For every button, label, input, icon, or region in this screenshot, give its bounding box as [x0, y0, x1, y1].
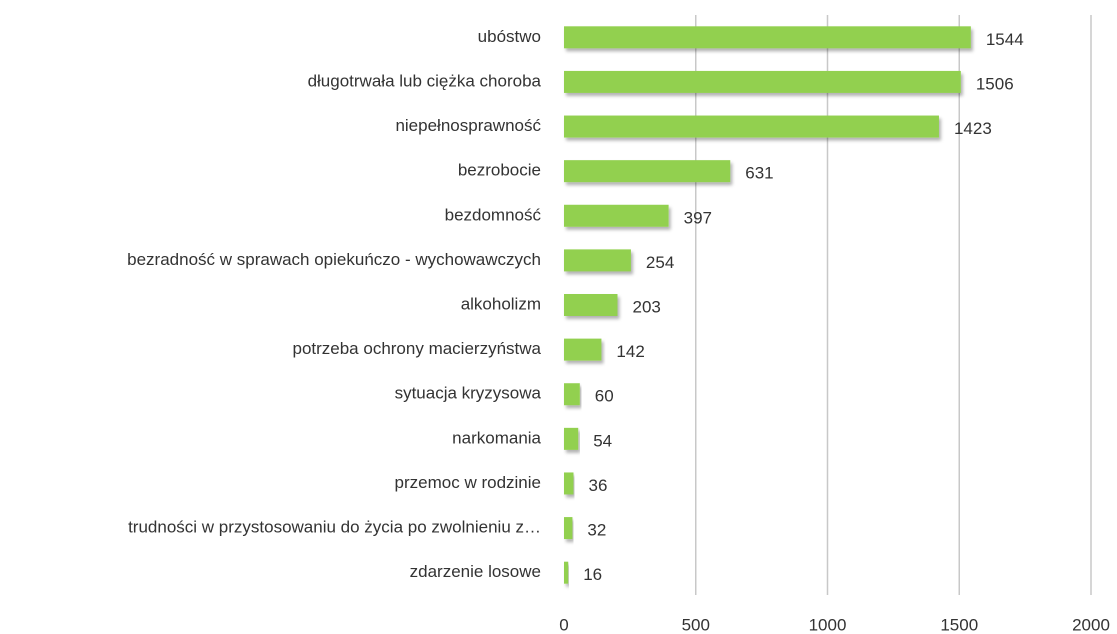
bar	[564, 472, 574, 495]
data-label: 32	[587, 521, 606, 540]
y-tick-label: ubóstwo	[478, 27, 541, 46]
x-tick-label: 1500	[940, 615, 978, 634]
bar	[564, 517, 573, 540]
data-label: 203	[632, 297, 660, 316]
bar	[564, 70, 961, 93]
y-tick-label: potrzeba ochrony macierzyństwa	[292, 339, 541, 358]
y-tick-label: przemoc w rodzinie	[395, 473, 541, 492]
data-label: 60	[595, 387, 614, 406]
y-tick-label: sytuacja kryzysowa	[395, 384, 542, 403]
data-label: 16	[583, 565, 602, 584]
bar	[564, 427, 579, 450]
data-label: 1423	[954, 119, 992, 138]
y-tick-label: bezradność w sprawach opiekuńczo - wycho…	[127, 250, 541, 269]
bar	[564, 294, 618, 316]
bar	[564, 249, 631, 272]
data-label: 631	[745, 164, 773, 183]
x-tick-label: 2000	[1072, 615, 1110, 634]
bar	[564, 204, 669, 227]
bar	[564, 561, 569, 584]
bar	[564, 115, 939, 138]
y-tick-label: trudności w przystosowaniu do życia po z…	[128, 518, 541, 537]
x-tick-label: 0	[559, 615, 568, 634]
bar	[564, 338, 602, 361]
data-label: 254	[646, 253, 674, 272]
x-tick-label: 500	[682, 615, 710, 634]
bar	[564, 26, 971, 49]
data-label: 142	[616, 342, 644, 361]
bar	[564, 383, 580, 406]
data-label: 54	[593, 431, 612, 450]
data-label: 1544	[986, 30, 1024, 49]
y-tick-label: niepełnosprawność	[395, 116, 541, 135]
data-label: 1506	[976, 74, 1014, 93]
y-tick-label: alkoholizm	[461, 294, 541, 313]
x-tick-label: 1000	[809, 615, 847, 634]
y-tick-label: bezrobocie	[458, 161, 541, 180]
data-label: 36	[588, 476, 607, 495]
y-tick-label: narkomania	[452, 428, 541, 447]
data-label: 397	[684, 208, 712, 227]
y-tick-label: długotrwała lub ciężka choroba	[308, 71, 542, 90]
bar	[564, 160, 731, 183]
y-tick-label: bezdomność	[445, 205, 542, 224]
y-tick-label: zdarzenie losowe	[410, 562, 541, 581]
